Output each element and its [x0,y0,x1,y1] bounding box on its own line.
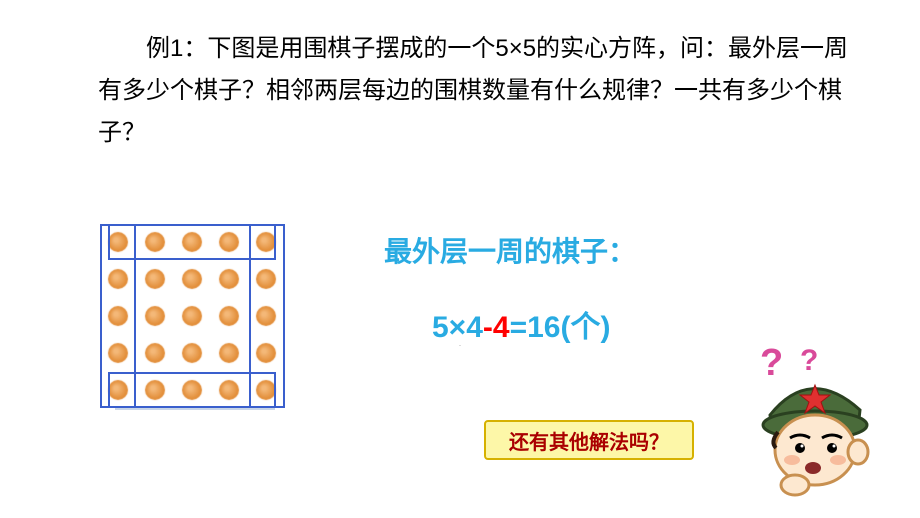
callout-bubble: 还有其他解法吗？ [484,420,694,460]
qmark-icon: ? [760,342,783,384]
equation-part1: 5×4 [432,311,483,344]
soldier-character-icon: ? ? [740,340,880,500]
highlight-frame-right [249,224,285,408]
question-text: 例1：下图是用围棋子摆成的一个5×5的实心方阵，问：最外层一周有多少个棋子？相邻… [98,28,858,154]
equation-part3: =16(个) [510,311,611,344]
page-indicator: · [459,340,462,350]
highlight-frame-left [100,224,136,408]
equation-part2: -4 [483,311,510,344]
answer-label: 最外层一周的棋子： [384,230,636,270]
qmark-icon: ? [800,344,818,377]
